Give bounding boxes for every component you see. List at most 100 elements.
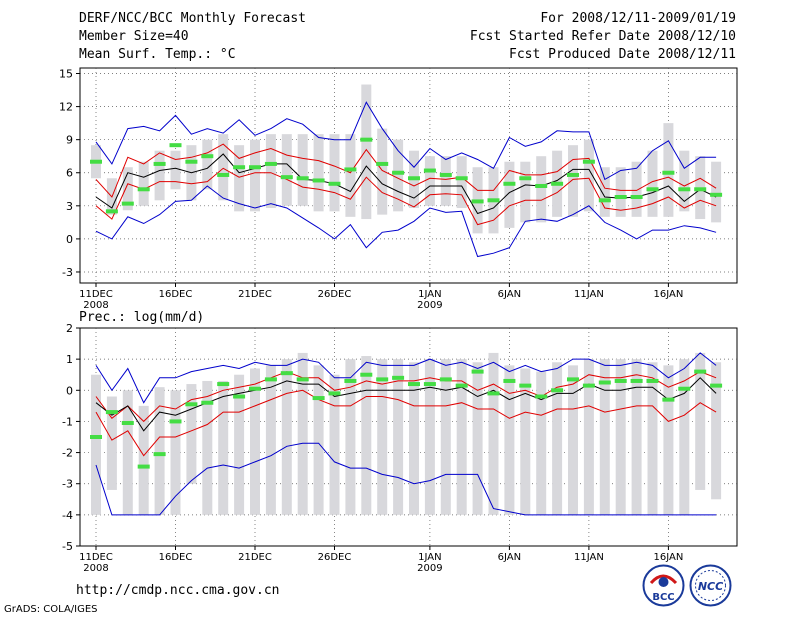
max-line [95, 101, 717, 181]
range-box [647, 150, 658, 217]
observed-marker [710, 383, 723, 388]
observed-marker [360, 137, 373, 142]
range-box [265, 134, 276, 209]
range-box [679, 359, 690, 515]
y-tick-label: -3 [62, 266, 73, 279]
ncc-logo: NCC [689, 564, 732, 607]
x-year-label: 2008 [83, 563, 108, 574]
observed-marker [567, 172, 579, 177]
x-tick-label: 6JAN [498, 552, 521, 563]
range-box [424, 156, 435, 206]
range-box [424, 359, 435, 515]
range-box [552, 362, 563, 515]
x-tick-label: 1JAN [418, 289, 441, 300]
observed-marker [630, 195, 643, 199]
range-box [472, 362, 483, 515]
y-tick-label: -5 [62, 540, 73, 553]
observed-marker [137, 464, 150, 469]
observed-marker [598, 198, 611, 203]
range-box [106, 396, 117, 490]
range-box [154, 150, 165, 201]
observed-marker [678, 386, 691, 391]
range-box [504, 365, 515, 515]
x-tick-label: 16JAN [653, 552, 683, 563]
range-box [91, 374, 101, 515]
observed-marker [249, 386, 261, 391]
observed-marker [614, 195, 627, 199]
range-box [234, 145, 245, 212]
x-tick-label: 11JAN [574, 289, 604, 300]
observed-marker [487, 391, 500, 396]
range-box [218, 380, 229, 515]
range-box [456, 156, 467, 209]
bcc-logo-text: BCC [652, 592, 674, 603]
range-box [456, 359, 467, 515]
observed-marker [408, 176, 420, 181]
chart-title: DERF/NCC/BCC Monthly Forecast [79, 11, 306, 26]
min-line [95, 185, 717, 258]
range-box [663, 365, 674, 515]
range-box [361, 356, 372, 515]
observed-marker [551, 388, 564, 393]
observed-marker [471, 369, 484, 374]
range-box [202, 380, 213, 515]
x-tick-label: 11DEC [79, 552, 113, 563]
forecast-started-date: Fcst Started Refer Date 2008/12/10 [469, 29, 736, 44]
range-box [138, 161, 149, 206]
max-line [95, 352, 717, 404]
range-box [281, 134, 292, 206]
observed-marker [423, 168, 436, 173]
observed-marker [455, 176, 468, 181]
observed-marker [169, 419, 182, 424]
x-tick-label: 21DEC [238, 289, 272, 300]
mean-line [95, 377, 717, 432]
range-box [170, 150, 181, 190]
observed-marker [662, 397, 675, 402]
observed-marker [598, 380, 611, 385]
observed-marker [408, 382, 420, 387]
observed-marker [153, 452, 166, 457]
range-box [345, 134, 356, 217]
range-box [250, 139, 260, 212]
range-box [154, 387, 165, 515]
observed-marker [535, 394, 548, 399]
range-box [377, 359, 388, 515]
y-tick-label: 3 [66, 200, 73, 213]
upper-line [95, 143, 717, 198]
range-box [663, 123, 674, 217]
y-tick-label: -2 [62, 447, 73, 460]
source-url[interactable]: http://cmdp.ncc.cma.gov.cn [76, 583, 280, 598]
variable-label: Mean Surf. Temp.: °C [79, 47, 236, 62]
observed-marker [567, 377, 579, 382]
observed-marker [471, 199, 484, 204]
y-tick-label: 0 [66, 233, 73, 246]
y-tick-label: 9 [66, 134, 73, 147]
range-box [711, 362, 722, 500]
range-box [265, 365, 276, 515]
range-box [440, 359, 451, 515]
bcc-logo: BCC [642, 564, 685, 607]
range-box [599, 359, 610, 515]
y-tick-label: -1 [62, 415, 73, 428]
observed-marker [582, 159, 595, 164]
observed-marker [455, 383, 468, 388]
observed-marker [344, 378, 357, 383]
range-box [122, 167, 133, 211]
observed-marker [614, 378, 627, 383]
credit-text: GrADS: COLA/IGES [4, 604, 98, 615]
y-tick-label: 15 [59, 68, 73, 81]
x-tick-label: 26DEC [318, 552, 352, 563]
observed-marker [678, 187, 691, 192]
observed-marker [90, 159, 102, 164]
lower-line [95, 167, 717, 226]
y-tick-label: 0 [66, 384, 73, 397]
range-box [568, 145, 578, 217]
observed-marker [535, 183, 548, 188]
observed-marker [503, 378, 516, 383]
range-box [377, 128, 388, 215]
observed-marker [280, 175, 293, 180]
observed-marker [328, 181, 341, 186]
precip-title: Prec.: log(mm/d) [79, 310, 205, 325]
observed-marker [296, 377, 309, 382]
